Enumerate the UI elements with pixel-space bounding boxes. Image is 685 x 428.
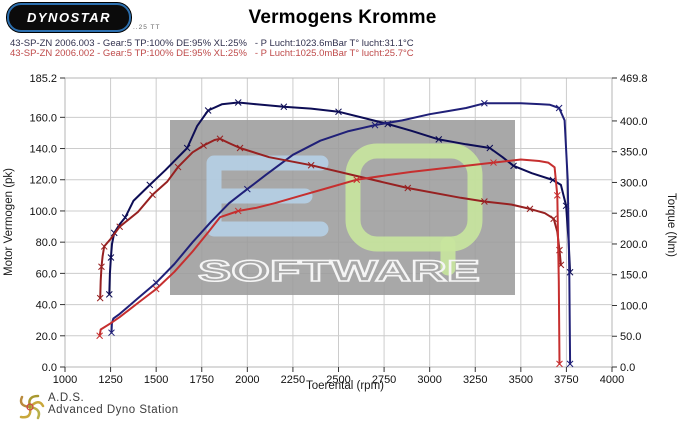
right-tick-label: 200.0 — [620, 239, 648, 251]
right-tick-label: 400.0 — [620, 116, 648, 128]
left-tick-label: 80.0 — [36, 237, 57, 249]
x-axis-title: Toerental (rpm) — [306, 380, 384, 392]
curve-0-marker — [105, 291, 113, 298]
dynostar-logo-text: DYNOSTAR — [27, 10, 111, 25]
curve-2-marker — [216, 135, 224, 143]
left-tick-label: 160.0 — [29, 112, 57, 124]
x-tick-label: 3500 — [509, 374, 533, 386]
left-tick-label: 185.2 — [29, 73, 57, 85]
dynostar-logo-subtext: ..25 TT — [133, 24, 161, 31]
legend-run-003: 43-SP-ZN 2006.003 - Gear:5 TP:100% DE:95… — [10, 38, 414, 49]
curve-3-marker — [234, 207, 242, 215]
ads-pinwheel-icon — [19, 394, 45, 420]
curve-1-marker — [371, 121, 379, 129]
left-axis-title: Motor Vermogen (pk) — [3, 168, 15, 277]
legend-run-002: 43-SP-ZN 2006.002 - Gear:5 TP:100% DE:95… — [10, 48, 414, 59]
left-tick-label: 40.0 — [36, 300, 57, 312]
x-tick-label: 3250 — [463, 374, 487, 386]
curve-0-marker — [107, 254, 115, 261]
left-tick-label: 0.0 — [42, 362, 57, 374]
curve-2-marker — [174, 163, 182, 171]
curve-2-marker — [481, 198, 488, 205]
curve-2-marker — [307, 161, 315, 169]
watermark-software-text: SOFTWARE — [198, 255, 480, 288]
x-tick-label: 1750 — [190, 374, 214, 386]
x-tick-label: 1250 — [98, 374, 122, 386]
watermark-letter-q — [345, 143, 483, 252]
curve-3-marker — [353, 176, 361, 184]
curve-3-marker — [553, 191, 561, 199]
curve-0-marker — [234, 99, 242, 106]
curve-3-marker — [152, 285, 160, 293]
curve-2-marker — [100, 243, 108, 250]
curve-1-marker — [152, 279, 160, 287]
right-tick-label: 50.0 — [620, 331, 641, 343]
curve-0-marker — [435, 136, 443, 143]
curve-0-marker — [280, 103, 288, 111]
curve-1-marker — [481, 99, 488, 107]
curve-0-marker — [486, 144, 494, 152]
left-tick-label: 120.0 — [29, 175, 57, 187]
x-tick-label: 3750 — [554, 374, 578, 386]
curve-2-marker — [149, 191, 156, 199]
curve-3-marker — [556, 360, 563, 368]
curve-0-marker — [204, 107, 212, 114]
curve-2-marker — [200, 142, 207, 149]
curve-2-marker — [116, 223, 124, 231]
curve-0-marker — [335, 108, 342, 116]
curve-1-marker — [555, 104, 563, 112]
right-tick-label: 250.0 — [620, 208, 648, 220]
x-tick-label: 2500 — [326, 374, 350, 386]
curve-0-marker — [183, 144, 191, 152]
x-tick-label: 1000 — [53, 374, 77, 386]
curve-0-marker — [146, 181, 154, 189]
right-tick-label: 300.0 — [620, 177, 648, 189]
curve-1-marker — [566, 360, 574, 368]
x-tick-label: 2250 — [281, 374, 305, 386]
right-axis-title: Torque (Nm) — [665, 193, 677, 257]
curve-3 — [98, 158, 561, 365]
curve-1-marker — [108, 329, 115, 337]
left-tick-label: 100.0 — [29, 206, 57, 218]
left-tick-label: 140.0 — [29, 144, 57, 156]
curve-2-marker — [550, 215, 558, 223]
x-tick-label: 1500 — [144, 374, 168, 386]
run-legend: 43-SP-ZN 2006.003 - Gear:5 TP:100% DE:95… — [10, 39, 414, 59]
x-tick-label: 4000 — [600, 374, 624, 386]
curve-3-marker — [490, 159, 497, 166]
curve-2-marker — [236, 144, 244, 152]
x-tick-label: 3000 — [417, 374, 441, 386]
curve-0-marker — [510, 162, 517, 170]
curve-3-marker — [96, 332, 103, 340]
curve-2-marker — [98, 263, 105, 271]
left-tick-label: 60.0 — [36, 268, 57, 280]
left-tick-label: 20.0 — [36, 331, 57, 343]
curve-2-marker — [96, 294, 104, 302]
ads-name: Advanced Dyno Station — [48, 404, 179, 416]
ads-abbr: A.D.S. — [48, 392, 85, 404]
curve-2 — [99, 137, 562, 300]
right-tick-label: 0.0 — [620, 362, 635, 374]
x-tick-label: 2000 — [235, 374, 259, 386]
curve-2-marker — [404, 184, 412, 192]
x-tick-label: 2750 — [372, 374, 396, 386]
curve-1-marker — [243, 185, 251, 193]
page-title: Vermogens Kromme — [248, 7, 437, 28]
watermark-letter-e — [206, 155, 329, 237]
right-tick-label: 469.8 — [620, 73, 648, 85]
curve-2-marker — [526, 205, 534, 213]
right-tick-label: 350.0 — [620, 147, 648, 159]
dynostar-logo: DYNOSTAR — [7, 3, 131, 32]
right-tick-label: 150.0 — [620, 270, 648, 282]
right-tick-label: 100.0 — [620, 300, 648, 312]
